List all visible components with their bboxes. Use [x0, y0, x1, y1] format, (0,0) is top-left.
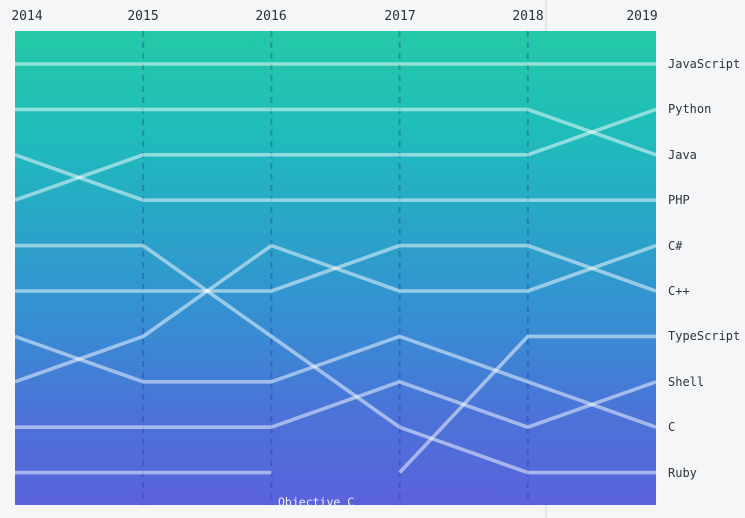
language-label-column: JavaScript Python Java PHP C# C++ TypeScript Sh…	[668, 0, 745, 518]
chart-area: Objective C	[15, 31, 656, 509]
language-label-javascript: JavaScript	[668, 57, 741, 71]
year-label-2019: 2019	[626, 9, 658, 24]
language-label-ruby: Ruby	[668, 465, 697, 480]
bump-chart-lines	[15, 31, 656, 505]
language-label-c-: C#	[668, 238, 683, 253]
year-label-2018: 2018	[512, 9, 544, 24]
series-line-php	[15, 153, 656, 202]
series-line-typescript	[398, 334, 656, 474]
series-line-shell	[15, 379, 656, 430]
language-label-java: Java	[668, 147, 697, 162]
series-line-python	[15, 107, 656, 202]
language-label-c: C	[668, 420, 676, 435]
series-line-c-	[15, 243, 656, 384]
year-axis: 2014 2015 2016 2017 2018 2019	[0, 0, 745, 31]
objective-c-dropout-label: Objective C	[278, 495, 355, 509]
year-label-2015: 2015	[127, 9, 159, 24]
language-label-c-: C++	[668, 284, 690, 298]
series-line-java	[15, 107, 656, 157]
language-label-shell: Shell	[668, 374, 705, 389]
language-label-php: PHP	[668, 193, 690, 208]
series-line-c-	[15, 243, 656, 293]
year-label-2017: 2017	[384, 9, 416, 24]
year-label-2014: 2014	[11, 9, 43, 24]
series-line-c	[15, 334, 656, 429]
language-label-python: Python	[668, 102, 712, 117]
series-line-ruby	[15, 243, 656, 475]
year-label-2016: 2016	[255, 9, 287, 24]
language-label-typescript: TypeScript	[668, 329, 741, 344]
